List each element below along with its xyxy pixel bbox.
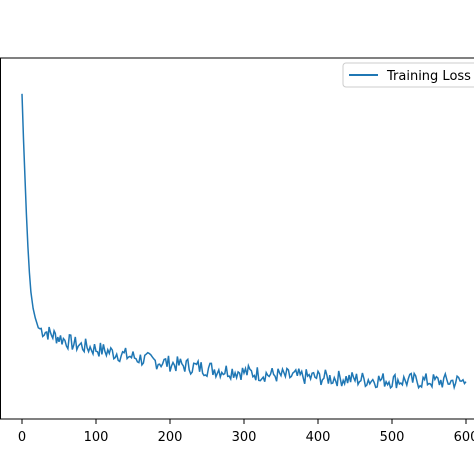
x-tick-label: 600 (454, 430, 474, 445)
x-tick-label: 0 (18, 430, 26, 445)
x-axis-ticks: 0 100 200 300 400 500 600 (18, 419, 474, 445)
series-line-training-loss (21, 93, 467, 391)
legend: Training Loss (342, 62, 474, 88)
series-layer (21, 93, 467, 391)
legend-box (342, 62, 474, 88)
x-tick-label: 500 (380, 430, 405, 445)
x-tick-label: 300 (232, 430, 257, 445)
x-tick-label: 400 (306, 430, 331, 445)
plot-axes (0, 57, 474, 420)
x-tick-label: 100 (84, 430, 109, 445)
legend-label-training-loss: Training Loss (386, 69, 471, 84)
x-tick-label: 200 (158, 430, 183, 445)
